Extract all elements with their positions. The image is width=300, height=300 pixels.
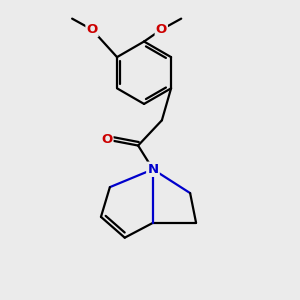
- Text: N: N: [147, 163, 158, 176]
- Text: O: O: [86, 23, 98, 36]
- Text: N: N: [147, 163, 158, 176]
- Text: O: O: [156, 23, 167, 36]
- Text: O: O: [101, 133, 112, 146]
